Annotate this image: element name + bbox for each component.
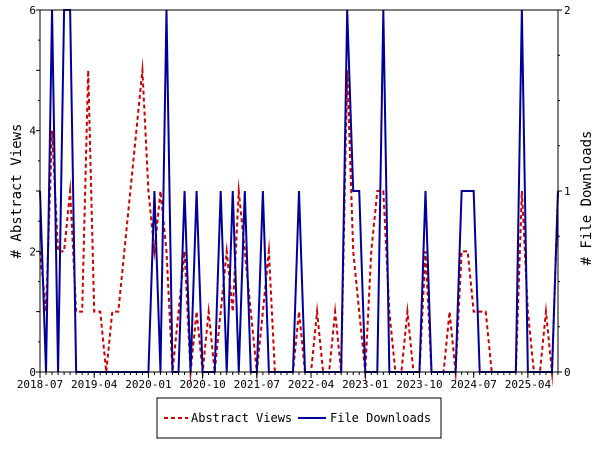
y-axis-right: 0 1 2 (558, 4, 571, 379)
x-axis: 2018-07 2019-04 2020-01 2020-10 2021-07 2022-… (17, 372, 559, 391)
y-axis-left-title: # Abstract Views (9, 124, 25, 259)
y-right-tick-label: 2 (564, 4, 571, 17)
x-tick-label: 2019-04 (71, 378, 118, 391)
x-tick-label: 2024-07 (450, 378, 496, 391)
series-line-abstract-views (39, 56, 559, 389)
x-tick-label: 2022-04 (288, 378, 335, 391)
legend: Abstract Views File Downloads (156, 397, 442, 439)
legend-box (156, 397, 442, 439)
y-left-tick-label: 4 (29, 125, 36, 138)
y-right-tick-label: 0 (564, 366, 571, 379)
y-right-tick-label: 1 (564, 185, 571, 198)
x-tick-label: 2020-01 (125, 378, 171, 391)
legend-label-abstract-views: Abstract Views (191, 411, 292, 425)
y-left-tick-label: 6 (29, 4, 36, 17)
legend-label-file-downloads: File Downloads (330, 411, 431, 425)
x-tick-label: 2023-01 (342, 378, 388, 391)
y-left-tick-label: 2 (29, 245, 36, 258)
x-tick-label: 2023-10 (396, 378, 442, 391)
y-axis-right-title: # File Downloads (579, 131, 595, 266)
x-tick-label: 2018-07 (17, 378, 63, 391)
y-axis-left: 0 2 4 6 (29, 4, 40, 379)
y-left-tick-label: 0 (29, 366, 36, 379)
x-tick-label: 2025-04 (505, 378, 552, 391)
x-tick-label: 2020-10 (179, 378, 225, 391)
x-tick-label: 2021-07 (234, 378, 280, 391)
